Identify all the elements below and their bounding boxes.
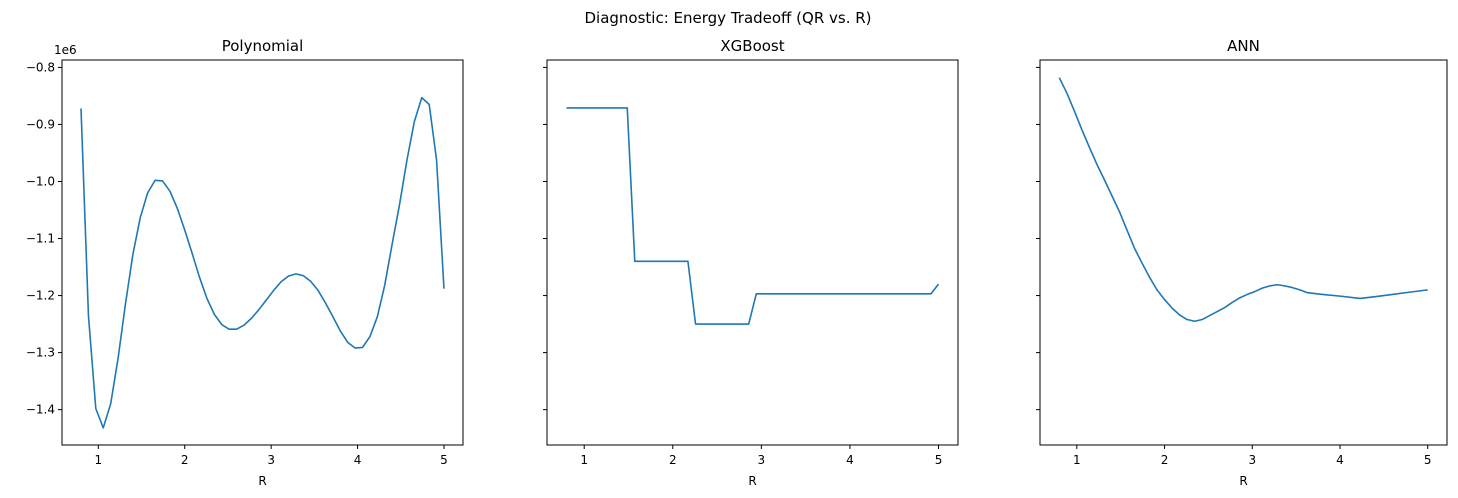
- y-tick-label: −1.2: [26, 289, 55, 303]
- series-line: [1058, 77, 1428, 323]
- subplot-title: Polynomial: [222, 37, 304, 55]
- x-tick-label: 1: [580, 453, 588, 467]
- axes-frame: [61, 59, 464, 446]
- x-axis-label: R: [748, 474, 756, 488]
- x-tick-label: 3: [267, 453, 275, 467]
- series-line: [80, 96, 445, 429]
- x-tick-label: 1: [1073, 453, 1081, 467]
- subplot-2: XGBoost 1 2 3 4 5 R: [543, 37, 959, 488]
- x-tick-label: 2: [1161, 453, 1169, 467]
- x-tick-label: 1: [94, 453, 102, 467]
- x-tick-label: 4: [354, 453, 362, 467]
- subplot-title: XGBoost: [720, 37, 784, 55]
- axes-frame: [546, 59, 959, 446]
- axes-frame: [1039, 59, 1448, 446]
- x-tick-label: 2: [669, 453, 677, 467]
- x-tick-label: 4: [1336, 453, 1344, 467]
- axes-layer: Polynomial 1 2 3 4 5 R −1.4 −1.3 −1.2 −1.1 −1.0 −0.9…: [26, 37, 1448, 488]
- y-tick-label: −1.1: [26, 232, 55, 246]
- subplot-1: Polynomial 1 2 3 4 5 R −1.4 −1.3 −1.2 −1.1 −1.0 −0.9…: [26, 37, 464, 488]
- series-line: [566, 107, 940, 325]
- x-tick-label: 3: [1248, 453, 1256, 467]
- y-tick-label: −0.9: [26, 117, 55, 131]
- x-tick-label: 5: [440, 453, 448, 467]
- figure-suptitle: Diagnostic: Energy Tradeoff (QR vs. R): [584, 9, 871, 27]
- y-tick-label: −1.0: [26, 174, 55, 188]
- y-offset-label: 1e6: [54, 43, 77, 57]
- x-tick-label: 5: [1424, 453, 1432, 467]
- y-tick-label: −1.3: [26, 346, 55, 360]
- x-tick-label: 4: [846, 453, 854, 467]
- x-axis-label: R: [1239, 474, 1247, 488]
- subplot-3: ANN 1 2 3 4 5 R: [1036, 37, 1448, 488]
- y-tick-label: −0.8: [26, 60, 55, 74]
- x-tick-label: 5: [935, 453, 943, 467]
- x-tick-label: 3: [758, 453, 766, 467]
- y-tick-label: −1.4: [26, 403, 55, 417]
- x-tick-label: 2: [181, 453, 189, 467]
- subplot-title: ANN: [1227, 37, 1260, 55]
- x-axis-label: R: [258, 474, 266, 488]
